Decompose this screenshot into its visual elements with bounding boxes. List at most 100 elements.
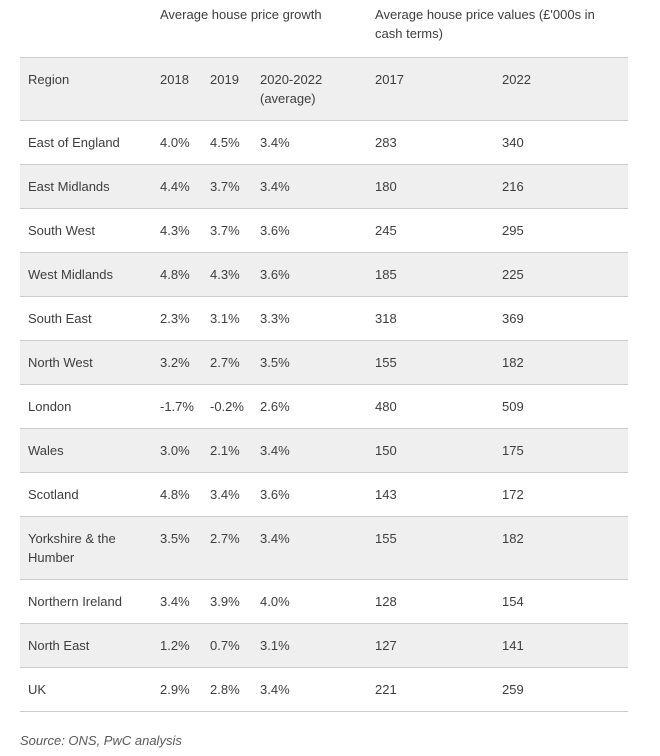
table-row: North West 3.2% 2.7% 3.5% 155 182 (20, 340, 629, 385)
value-cell: 155 (367, 516, 495, 580)
value-cell: 4.3% (202, 252, 252, 297)
table-row: Northern Ireland 3.4% 3.9% 4.0% 128 154 (20, 579, 629, 624)
value-cell: 480 (367, 384, 495, 429)
value-cell: 128 (367, 579, 495, 624)
table-row: North East 1.2% 0.7% 3.1% 127 141 (20, 623, 629, 668)
group-header-values: Average house price values (£'000s in ca… (367, 0, 629, 58)
region-cell: North East (20, 623, 152, 668)
table-row: South West 4.3% 3.7% 3.6% 245 295 (20, 208, 629, 253)
column-header-2019: 2019 (202, 57, 252, 121)
value-cell: 155 (367, 340, 495, 385)
value-cell: 182 (494, 340, 629, 385)
value-cell: 3.4% (252, 667, 368, 712)
region-cell: Northern Ireland (20, 579, 152, 624)
value-cell: 4.4% (152, 164, 202, 209)
table-body: East of England 4.0% 4.5% 3.4% 283 340 East Mi… (20, 120, 629, 712)
value-cell: 3.0% (152, 428, 202, 473)
value-cell: 3.2% (152, 340, 202, 385)
source-note: Source: ONS, PwC analysis (20, 733, 182, 748)
region-cell: North West (20, 340, 152, 385)
table-row: Yorkshire & the Humber 3.5% 2.7% 3.4% 155 182 (20, 516, 629, 580)
value-cell: 3.1% (202, 296, 252, 341)
table-container: Average house price growth Average house… (20, 0, 629, 712)
value-cell: 2.9% (152, 667, 202, 712)
value-cell: 295 (494, 208, 629, 253)
region-cell: Wales (20, 428, 152, 473)
value-cell: 509 (494, 384, 629, 429)
value-cell: 216 (494, 164, 629, 209)
value-cell: 0.7% (202, 623, 252, 668)
table-row: East Midlands 4.4% 3.7% 3.4% 180 216 (20, 164, 629, 209)
value-cell: 141 (494, 623, 629, 668)
value-cell: 3.4% (152, 579, 202, 624)
region-cell: East Midlands (20, 164, 152, 209)
value-cell: 3.6% (252, 208, 368, 253)
column-header-row: Region 2018 2019 2020-2022 (average) 201… (20, 57, 629, 121)
value-cell: 3.5% (252, 340, 368, 385)
column-header-2017: 2017 (367, 57, 495, 121)
table-row: London -1.7% -0.2% 2.6% 480 509 (20, 384, 629, 429)
region-cell: West Midlands (20, 252, 152, 297)
value-cell: 3.7% (202, 164, 252, 209)
value-cell: 2.3% (152, 296, 202, 341)
region-cell: East of England (20, 120, 152, 165)
region-cell: London (20, 384, 152, 429)
value-cell: 1.2% (152, 623, 202, 668)
group-header-spacer (20, 0, 152, 58)
value-cell: 245 (367, 208, 495, 253)
value-cell: 3.4% (252, 164, 368, 209)
group-header-growth: Average house price growth (152, 0, 368, 58)
house-price-table: Average house price growth Average house… (20, 0, 629, 712)
value-cell: 221 (367, 667, 495, 712)
value-cell: 154 (494, 579, 629, 624)
value-cell: 3.5% (152, 516, 202, 580)
value-cell: 4.8% (152, 252, 202, 297)
value-cell: -0.2% (202, 384, 252, 429)
value-cell: 340 (494, 120, 629, 165)
value-cell: 259 (494, 667, 629, 712)
value-cell: 4.0% (152, 120, 202, 165)
table-row: South East 2.3% 3.1% 3.3% 318 369 (20, 296, 629, 341)
value-cell: -1.7% (152, 384, 202, 429)
value-cell: 2.6% (252, 384, 368, 429)
value-cell: 182 (494, 516, 629, 580)
column-header-2022: 2022 (494, 57, 629, 121)
region-cell: South East (20, 296, 152, 341)
value-cell: 3.6% (252, 472, 368, 517)
value-cell: 3.4% (252, 516, 368, 580)
value-cell: 3.3% (252, 296, 368, 341)
table-row: West Midlands 4.8% 4.3% 3.6% 185 225 (20, 252, 629, 297)
value-cell: 369 (494, 296, 629, 341)
value-cell: 2.1% (202, 428, 252, 473)
group-header-row: Average house price growth Average house… (20, 0, 629, 58)
value-cell: 143 (367, 472, 495, 517)
value-cell: 172 (494, 472, 629, 517)
value-cell: 185 (367, 252, 495, 297)
value-cell: 4.5% (202, 120, 252, 165)
value-cell: 3.7% (202, 208, 252, 253)
value-cell: 4.0% (252, 579, 368, 624)
column-header-region: Region (20, 57, 152, 121)
value-cell: 127 (367, 623, 495, 668)
table-row: Scotland 4.8% 3.4% 3.6% 143 172 (20, 472, 629, 517)
value-cell: 4.8% (152, 472, 202, 517)
column-header-2018: 2018 (152, 57, 202, 121)
value-cell: 180 (367, 164, 495, 209)
value-cell: 3.1% (252, 623, 368, 668)
region-cell: Yorkshire & the Humber (20, 516, 152, 580)
table-row: Wales 3.0% 2.1% 3.4% 150 175 (20, 428, 629, 473)
table-row: East of England 4.0% 4.5% 3.4% 283 340 (20, 120, 629, 165)
value-cell: 2.7% (202, 340, 252, 385)
value-cell: 3.4% (202, 472, 252, 517)
value-cell: 3.9% (202, 579, 252, 624)
value-cell: 2.8% (202, 667, 252, 712)
table-row: UK 2.9% 2.8% 3.4% 221 259 (20, 667, 629, 712)
value-cell: 3.6% (252, 252, 368, 297)
region-cell: Scotland (20, 472, 152, 517)
value-cell: 225 (494, 252, 629, 297)
value-cell: 283 (367, 120, 495, 165)
region-cell: UK (20, 667, 152, 712)
value-cell: 3.4% (252, 428, 368, 473)
column-header-2020-2022-average: 2020-2022 (average) (252, 57, 368, 121)
